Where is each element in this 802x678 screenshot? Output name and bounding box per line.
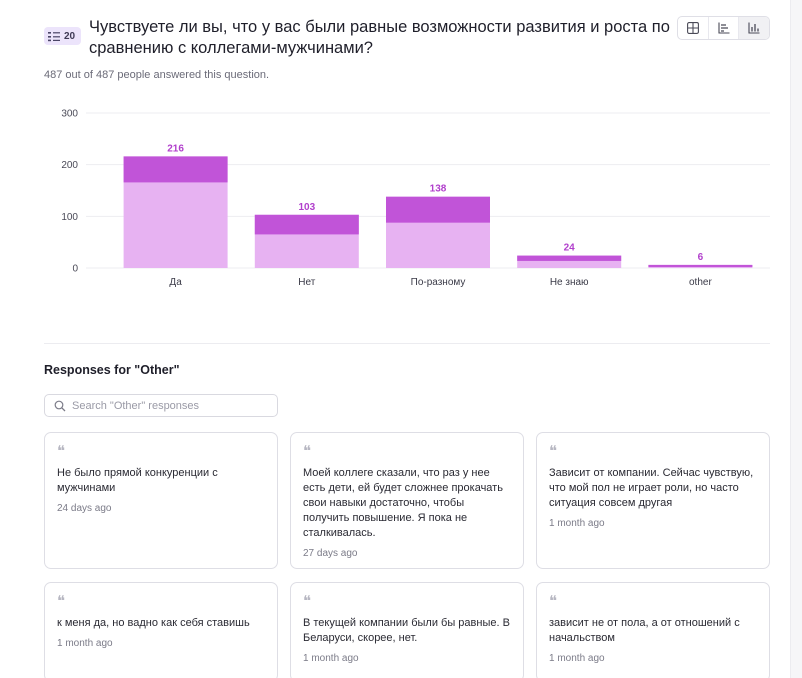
response-text: зависит не от пола, а от отношений с нач… bbox=[549, 617, 740, 644]
bar-value-label: 24 bbox=[564, 243, 576, 254]
response-card: ❝ к меня да, но вадно как себя ставишь 1… bbox=[44, 582, 278, 678]
y-tick-label: 300 bbox=[61, 109, 78, 120]
quote-icon: ❝ bbox=[57, 442, 66, 460]
y-tick-label: 0 bbox=[72, 264, 78, 275]
bar-top-segment bbox=[386, 196, 490, 223]
quote-icon: ❝ bbox=[57, 592, 66, 610]
response-card: ❝ зависит не от пола, а от отношений с н… bbox=[536, 582, 770, 678]
response-time: 27 days ago bbox=[303, 548, 358, 559]
response-text: Не было прямой конкуренции с мужчинами bbox=[57, 467, 218, 494]
question-number-badge: 20 bbox=[44, 27, 82, 45]
bar-top-segment bbox=[123, 156, 228, 183]
other-responses-search bbox=[44, 394, 278, 417]
response-time: 1 month ago bbox=[549, 518, 605, 529]
bar-value-label: 103 bbox=[298, 202, 315, 213]
x-tick-label: Не знаю bbox=[550, 277, 589, 288]
x-tick-label: other bbox=[689, 277, 712, 288]
x-tick-label: Да bbox=[169, 277, 182, 288]
bar-chart-icon bbox=[748, 22, 760, 34]
response-card: ❝ Зависит от компании. Сейчас чувствую, … bbox=[536, 432, 770, 569]
response-time: 1 month ago bbox=[303, 653, 359, 664]
bar-value-label: 6 bbox=[698, 252, 704, 263]
bar-top-segment bbox=[648, 264, 753, 267]
bar-value-label: 138 bbox=[430, 184, 447, 195]
response-card: ❝ Моей коллеге сказали, что раз у нее ес… bbox=[290, 432, 524, 569]
horizontal-chart-view-button[interactable] bbox=[709, 17, 740, 39]
answered-count-text: 487 out of 487 people answered this ques… bbox=[44, 69, 270, 81]
response-card: ❝ В текущей компании были бы равные. В Б… bbox=[290, 582, 524, 678]
bar-value-label: 216 bbox=[167, 143, 184, 154]
list-chart-icon bbox=[717, 22, 729, 34]
question-title: Чувствуете ли вы, что у вас были равные … bbox=[89, 18, 670, 57]
list-order-icon bbox=[48, 31, 60, 41]
bar-chart: 300 200 100 0 216 Да 103 Нет 138 По-разному 24 Не з… bbox=[44, 100, 770, 300]
y-tick-label: 200 bbox=[61, 160, 78, 171]
view-toggle bbox=[677, 16, 770, 40]
x-tick-label: Нет bbox=[298, 277, 315, 288]
grid-icon bbox=[686, 22, 699, 34]
bar-chart-svg: 300 200 100 0 216 Да 103 Нет 138 По-разному 24 Не з… bbox=[61, 109, 770, 288]
response-time: 24 days ago bbox=[57, 503, 112, 514]
x-tick-label: По-разному bbox=[411, 277, 466, 288]
response-time: 1 month ago bbox=[549, 653, 605, 664]
response-text: В текущей компании были бы равные. В Бел… bbox=[303, 617, 510, 644]
bar-chart-view-button[interactable] bbox=[739, 17, 769, 39]
search-input[interactable] bbox=[72, 399, 262, 412]
search-icon bbox=[54, 400, 66, 411]
page-scrollbar[interactable] bbox=[790, 0, 802, 678]
response-card: ❝ Не было прямой конкуренции с мужчинами… bbox=[44, 432, 278, 569]
response-text: к меня да, но вадно как себя ставишь bbox=[57, 617, 250, 629]
y-tick-label: 100 bbox=[61, 212, 78, 223]
bar-top-segment bbox=[517, 255, 622, 261]
question-number: 20 bbox=[64, 30, 76, 42]
quote-icon: ❝ bbox=[303, 592, 312, 610]
quote-icon: ❝ bbox=[549, 592, 558, 610]
response-time: 1 month ago bbox=[57, 638, 113, 649]
quote-icon: ❝ bbox=[549, 442, 558, 460]
grid-view-button[interactable] bbox=[678, 17, 709, 39]
quote-icon: ❝ bbox=[303, 442, 312, 460]
response-text: Зависит от компании. Сейчас чувствую, чт… bbox=[549, 467, 754, 509]
section-divider bbox=[44, 343, 770, 344]
response-text: Моей коллеге сказали, что раз у нее есть… bbox=[303, 467, 503, 539]
bar-top-segment bbox=[254, 214, 359, 235]
responses-title: Responses for "Other" bbox=[44, 363, 180, 377]
